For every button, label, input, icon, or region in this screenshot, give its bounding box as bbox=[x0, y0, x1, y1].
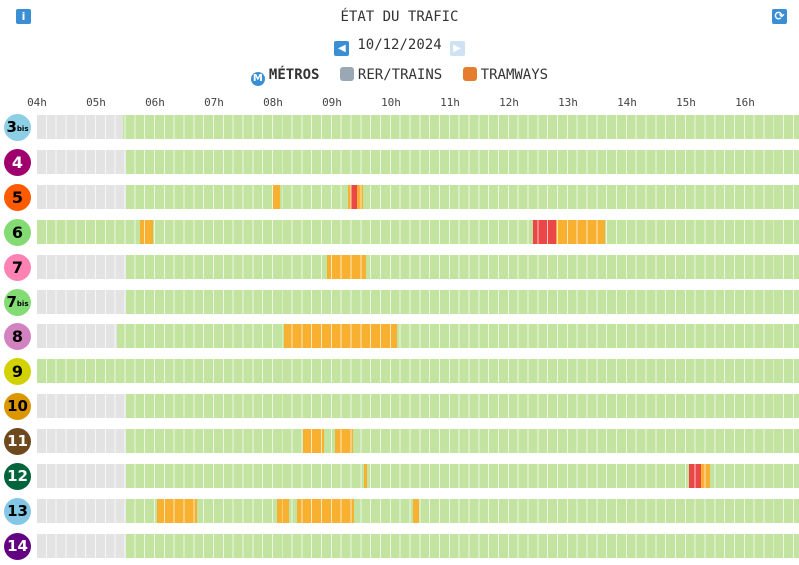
tab-tramways-label: TRAMWAYS bbox=[480, 67, 549, 83]
tab-tramways[interactable]: TRAMWAYS bbox=[462, 67, 549, 83]
cell-grid-overlay bbox=[37, 464, 799, 488]
line-badge-14[interactable]: 14 bbox=[4, 533, 31, 560]
line-number: 3 bbox=[6, 118, 17, 136]
line-number: 7 bbox=[11, 258, 24, 277]
status-track bbox=[37, 429, 799, 453]
status-track bbox=[37, 185, 799, 209]
page-title: ÉTAT DU TRAFIC bbox=[340, 9, 459, 25]
train-icon bbox=[339, 67, 354, 81]
status-track bbox=[37, 255, 799, 279]
line-row-4: 4 bbox=[0, 149, 799, 176]
hour-label: 14h bbox=[617, 96, 637, 109]
tab-metros-label: MÉTROS bbox=[268, 67, 320, 83]
line-badge-6[interactable]: 6 bbox=[4, 219, 31, 246]
hour-label: 05h bbox=[86, 96, 106, 109]
transport-mode-tabs: M MÉTROS RER/TRAINS TRAMWAYS bbox=[0, 67, 799, 86]
line-row-14: 14 bbox=[0, 533, 799, 560]
cell-grid-overlay bbox=[37, 290, 799, 314]
tram-icon bbox=[462, 67, 477, 81]
line-suffix: bis bbox=[16, 125, 29, 133]
line-badge-12[interactable]: 12 bbox=[4, 463, 31, 490]
hour-label: 06h bbox=[145, 96, 165, 109]
cell-grid-overlay bbox=[37, 185, 799, 209]
line-row-7bis: 7bis bbox=[0, 289, 799, 316]
tab-metros[interactable]: M MÉTROS bbox=[250, 67, 320, 86]
line-row-12: 12 bbox=[0, 463, 799, 490]
line-number: 10 bbox=[7, 397, 28, 415]
line-badge-5[interactable]: 5 bbox=[4, 184, 31, 211]
line-number: 8 bbox=[11, 327, 24, 346]
hour-label: 11h bbox=[440, 96, 460, 109]
cell-grid-overlay bbox=[37, 499, 799, 523]
hour-label: 15h bbox=[676, 96, 696, 109]
status-track bbox=[37, 324, 799, 348]
metro-icon: M bbox=[250, 72, 265, 86]
line-row-8: 8 bbox=[0, 323, 799, 350]
hour-label: 08h bbox=[263, 96, 283, 109]
cell-grid-overlay bbox=[37, 220, 799, 244]
status-track bbox=[37, 115, 799, 139]
hour-label: 04h bbox=[27, 96, 47, 109]
line-row-13: 13 bbox=[0, 498, 799, 525]
line-badge-7[interactable]: 7 bbox=[4, 254, 31, 281]
status-track bbox=[37, 534, 799, 558]
status-track bbox=[37, 359, 799, 383]
tab-rer-trains-label: RER/TRAINS bbox=[357, 67, 443, 83]
line-number: 9 bbox=[11, 362, 24, 381]
hour-label: 16h bbox=[735, 96, 755, 109]
cell-grid-overlay bbox=[37, 534, 799, 558]
cell-grid-overlay bbox=[37, 394, 799, 418]
hour-label: 10h bbox=[381, 96, 401, 109]
cell-grid-overlay bbox=[37, 324, 799, 348]
status-track bbox=[37, 394, 799, 418]
status-track bbox=[37, 150, 799, 174]
line-badge-3bis[interactable]: 3bis bbox=[4, 114, 31, 141]
line-suffix: bis bbox=[16, 300, 29, 308]
cell-grid-overlay bbox=[37, 255, 799, 279]
line-row-3bis: 3bis bbox=[0, 114, 799, 141]
refresh-button[interactable]: ⟳ bbox=[772, 9, 787, 24]
line-badge-9[interactable]: 9 bbox=[4, 358, 31, 385]
line-badge-4[interactable]: 4 bbox=[4, 149, 31, 176]
hour-axis: 04h 05h 06h 07h 08h 09h 10h 11h 12h 13h 14h 15h 16h 1 bbox=[0, 96, 799, 112]
line-badge-8[interactable]: 8 bbox=[4, 323, 31, 350]
line-number: 11 bbox=[7, 432, 28, 450]
hour-label: 1 bbox=[784, 96, 799, 109]
cell-grid-overlay bbox=[37, 429, 799, 453]
line-number: 6 bbox=[11, 223, 24, 242]
line-number: 12 bbox=[7, 467, 28, 485]
cell-grid-overlay bbox=[37, 359, 799, 383]
info-button[interactable]: i bbox=[16, 9, 31, 24]
line-row-9: 9 bbox=[0, 358, 799, 385]
line-number: 7 bbox=[6, 293, 17, 311]
line-number: 5 bbox=[11, 188, 24, 207]
line-row-11: 11 bbox=[0, 428, 799, 455]
hour-label: 07h bbox=[204, 96, 224, 109]
status-track bbox=[37, 290, 799, 314]
line-number: 14 bbox=[7, 537, 28, 555]
line-number: 4 bbox=[11, 153, 24, 172]
line-row-10: 10 bbox=[0, 393, 799, 420]
hour-label: 13h bbox=[558, 96, 578, 109]
line-row-6: 6 bbox=[0, 219, 799, 246]
next-day-button[interactable]: ▶ bbox=[449, 41, 465, 56]
line-row-5: 5 bbox=[0, 184, 799, 211]
hour-label: 09h bbox=[322, 96, 342, 109]
cell-grid-overlay bbox=[37, 115, 799, 139]
line-badge-11[interactable]: 11 bbox=[4, 428, 31, 455]
previous-day-button[interactable]: ◀ bbox=[334, 41, 350, 56]
line-badge-10[interactable]: 10 bbox=[4, 393, 31, 420]
date-navigator: ◀ 10/12/2024 ▶ bbox=[0, 37, 799, 56]
line-row-7: 7 bbox=[0, 254, 799, 281]
line-badge-7bis[interactable]: 7bis bbox=[4, 289, 31, 316]
tab-rer-trains[interactable]: RER/TRAINS bbox=[339, 67, 443, 83]
status-track bbox=[37, 220, 799, 244]
cell-grid-overlay bbox=[37, 150, 799, 174]
status-track bbox=[37, 499, 799, 523]
status-track bbox=[37, 464, 799, 488]
hour-label: 12h bbox=[499, 96, 519, 109]
line-number: 13 bbox=[7, 502, 28, 520]
line-badge-13[interactable]: 13 bbox=[4, 498, 31, 525]
date-label: 10/12/2024 bbox=[357, 37, 442, 53]
